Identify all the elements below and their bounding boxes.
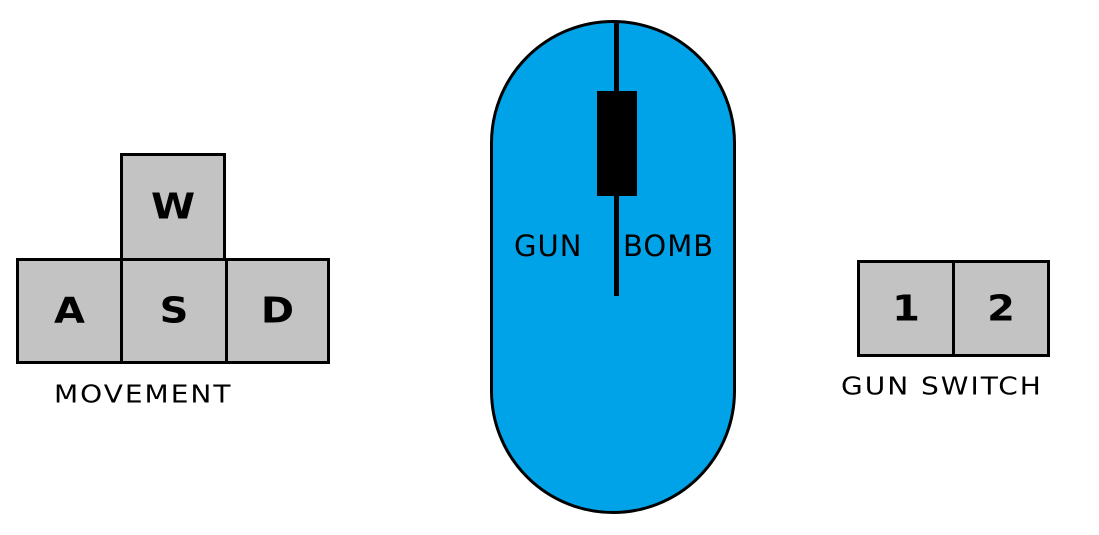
key-s: S xyxy=(120,258,228,364)
scroll-wheel xyxy=(597,91,637,196)
right-click-label: BOMB xyxy=(623,229,715,263)
key-w: W xyxy=(120,153,226,261)
key-a: A xyxy=(16,258,123,364)
key-d: D xyxy=(225,258,330,364)
key-2: 2 xyxy=(952,260,1050,357)
gun-switch-caption: GUN SWITCH xyxy=(841,371,1043,401)
left-click-label: GUN xyxy=(514,229,583,263)
movement-caption: MOVEMENT xyxy=(54,379,233,409)
key-1: 1 xyxy=(857,260,955,357)
